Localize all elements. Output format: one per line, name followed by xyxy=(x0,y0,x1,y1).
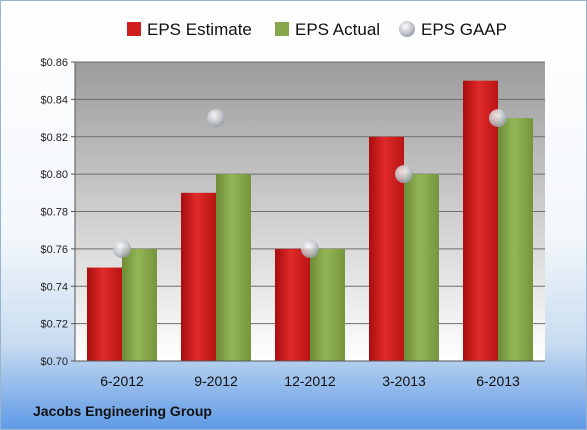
y-tick-label: $0.76 xyxy=(40,244,68,256)
bar-eps-actual xyxy=(216,174,251,361)
x-category-label: 6-2013 xyxy=(476,373,520,389)
bar-eps-actual xyxy=(122,248,157,361)
bar-eps-estimate xyxy=(463,80,498,361)
x-category-label: 9-2012 xyxy=(194,373,238,389)
x-category-label: 6-2012 xyxy=(100,373,144,389)
company-name: Jacobs Engineering Group xyxy=(33,403,212,419)
point-eps-gaap xyxy=(207,109,225,128)
y-tick-label: $0.72 xyxy=(40,319,68,331)
bar-eps-actual xyxy=(498,118,533,361)
bars xyxy=(87,80,533,361)
x-category-label: 3-2013 xyxy=(382,373,426,389)
legend-swatch-eps-actual xyxy=(275,22,289,36)
x-category-label: 12-2012 xyxy=(284,373,336,389)
y-axis-ticks: $0.70 $0.72 $0.74 $0.76 $0.78 $0.80 $0.82 $0.84… xyxy=(40,57,75,368)
x-axis-labels: 6-2012 9-2012 12-2012 3-2013 6-2013 xyxy=(100,373,520,389)
legend-swatch-eps-estimate xyxy=(127,22,141,36)
y-tick-label: $0.86 xyxy=(40,57,68,69)
y-tick-label: $0.82 xyxy=(40,132,68,144)
bar-eps-actual xyxy=(404,174,439,361)
y-tick-label: $0.80 xyxy=(40,169,68,181)
point-eps-gaap xyxy=(113,239,131,258)
y-tick-label: $0.84 xyxy=(40,94,68,106)
bar-eps-estimate xyxy=(181,192,216,361)
legend-label-eps-gaap: EPS GAAP xyxy=(421,20,507,39)
bar-eps-estimate xyxy=(275,248,310,361)
y-tick-label: $0.78 xyxy=(40,207,68,219)
gaap-points xyxy=(113,109,507,258)
bar-eps-actual xyxy=(310,248,345,361)
y-tick-label: $0.70 xyxy=(40,356,68,368)
point-eps-gaap xyxy=(489,109,507,128)
legend: EPS Estimate EPS Actual EPS GAAP xyxy=(127,20,507,39)
legend-label-eps-actual: EPS Actual xyxy=(295,20,380,39)
point-eps-gaap xyxy=(301,239,319,258)
legend-swatch-eps-gaap xyxy=(399,21,415,37)
point-eps-gaap xyxy=(395,165,413,184)
y-tick-label: $0.74 xyxy=(40,281,68,293)
bar-eps-estimate xyxy=(87,267,122,361)
legend-label-eps-estimate: EPS Estimate xyxy=(147,20,252,39)
